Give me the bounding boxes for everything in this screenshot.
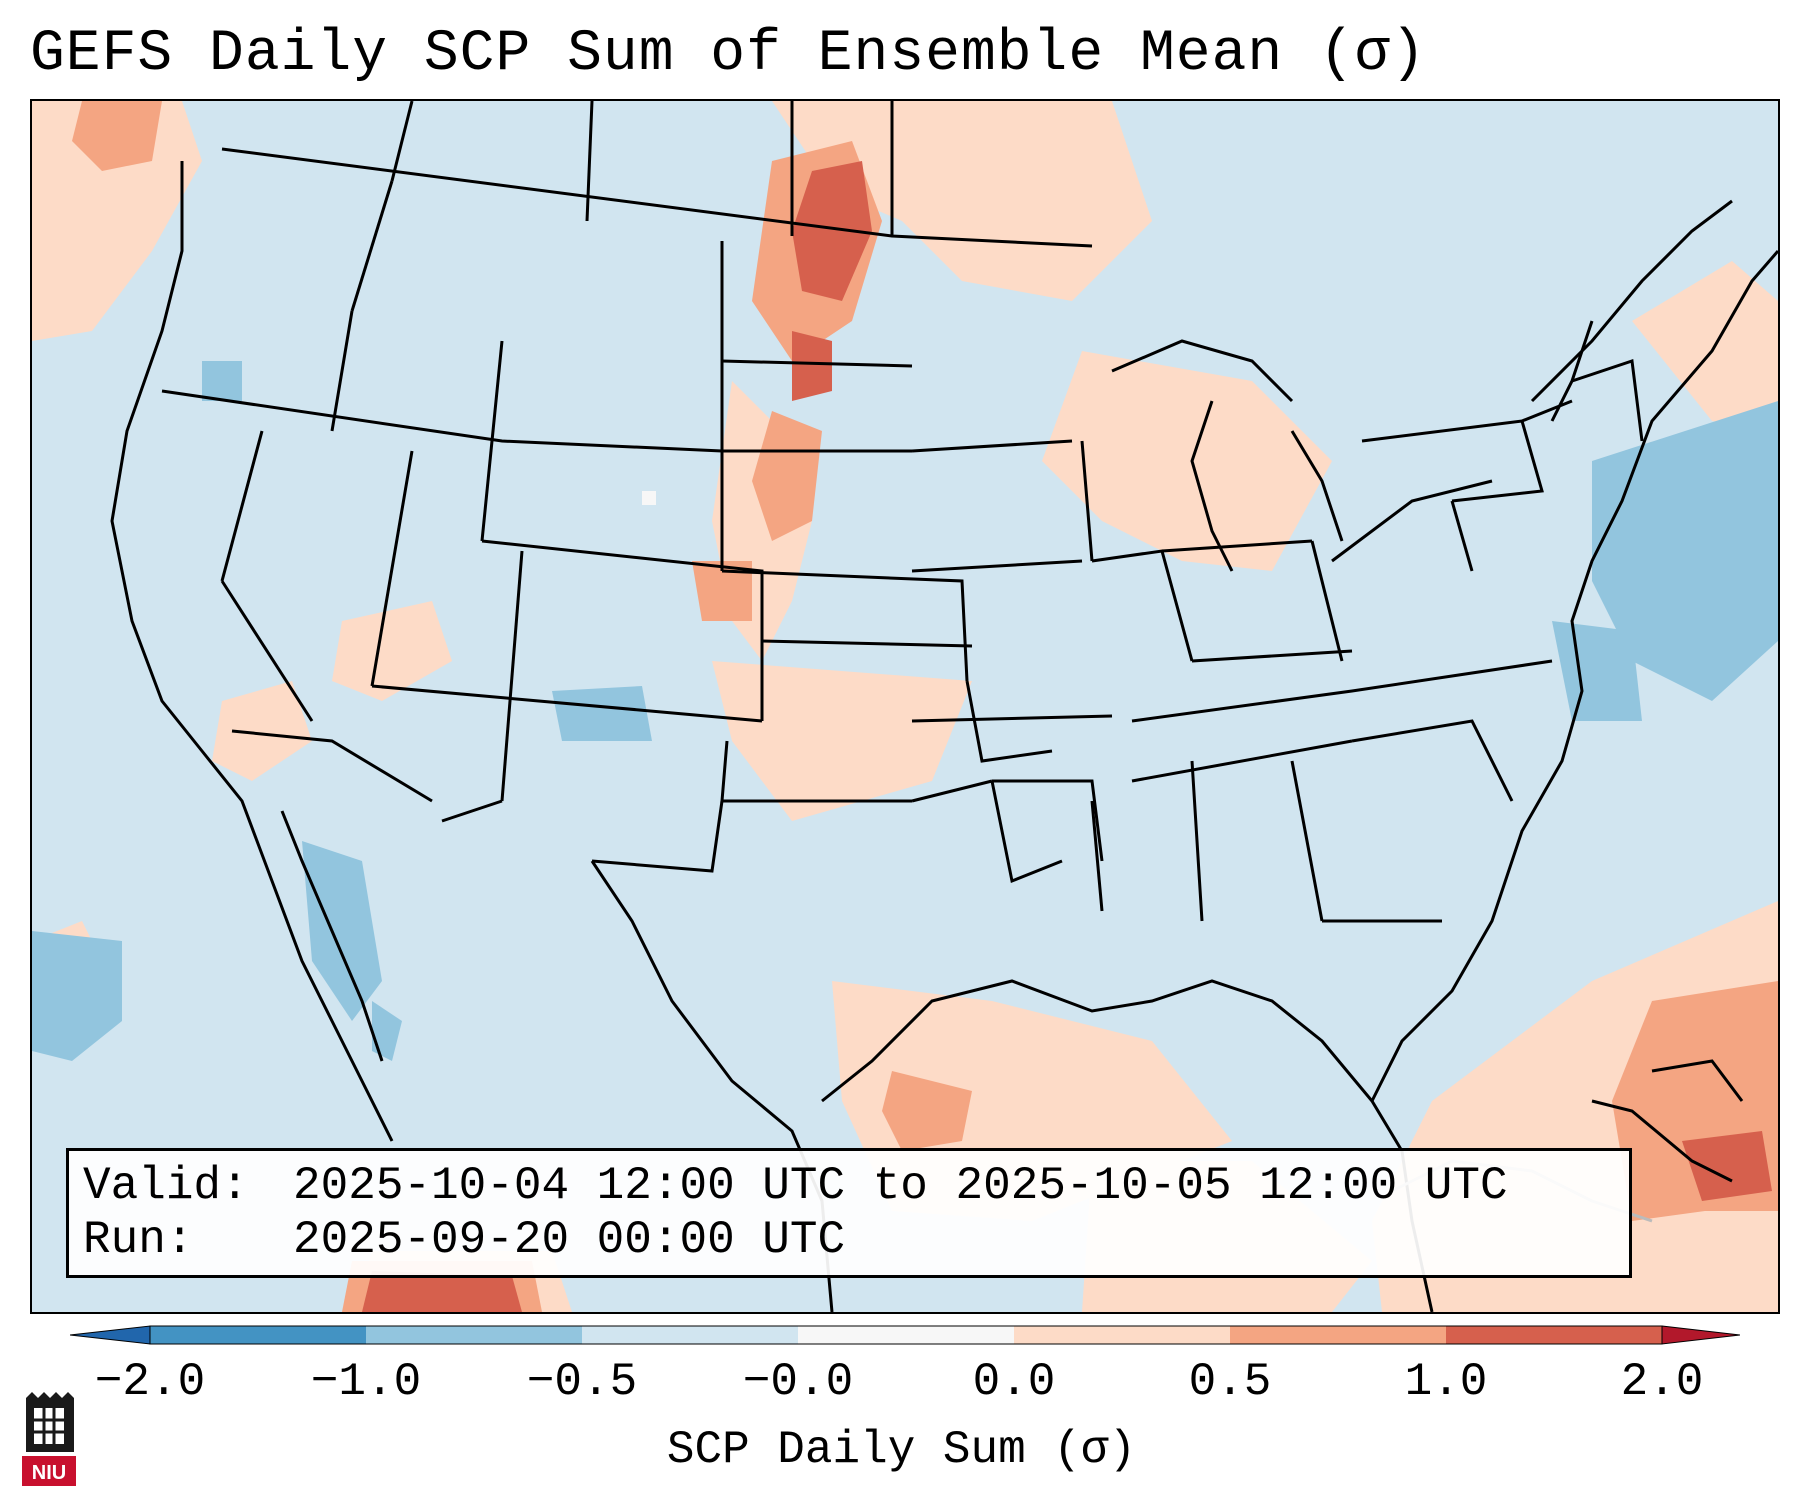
- negative-anomaly: [32, 361, 1778, 1061]
- colorbar-ticks: −2.0 −1.0 −0.5 −0.0 0.0 0.5 1.0 2.0: [0, 1356, 1803, 1416]
- tick-label: 0.5: [1188, 1356, 1272, 1408]
- tick-label: 0.0: [972, 1356, 1056, 1408]
- run-line: Run: 2025-09-20 00:00 UTC: [83, 1213, 1615, 1267]
- map-canvas: [32, 101, 1778, 1312]
- tick-label: −0.0: [742, 1356, 854, 1408]
- neutral-cell: [642, 491, 656, 505]
- map-panel: [30, 99, 1780, 1314]
- tick-label: 2.0: [1620, 1356, 1704, 1408]
- colorbar-segment: [582, 1326, 798, 1344]
- tick-label: −0.5: [526, 1356, 638, 1408]
- niu-logo-icon: NIU: [22, 1392, 76, 1486]
- colorbar-label: SCP Daily Sum (σ): [666, 1424, 1137, 1476]
- colorbar-segment: [1230, 1326, 1446, 1344]
- run-value: 2025-09-20 00:00 UTC: [293, 1214, 846, 1266]
- colorbar-extend-high: [1661, 1325, 1740, 1345]
- colorbar-segment: [1446, 1326, 1662, 1344]
- valid-line: Valid: 2025-10-04 12:00 UTC to 2025-10-05…: [83, 1159, 1615, 1213]
- valid-label: Valid:: [83, 1160, 249, 1212]
- run-label: Run:: [83, 1214, 194, 1266]
- colorbar: [70, 1325, 1740, 1345]
- colorbar-segment: [798, 1326, 1014, 1344]
- valid-value: 2025-10-04 12:00 UTC to 2025-10-05 12:00…: [293, 1160, 1508, 1212]
- tick-label: −1.0: [310, 1356, 422, 1408]
- colorbar-segment: [150, 1326, 366, 1344]
- colorbar-segment: [366, 1326, 582, 1344]
- positive-anomaly-strong: [362, 161, 1772, 1312]
- colorbar-extend-low: [70, 1325, 151, 1345]
- logo-text: NIU: [32, 1462, 66, 1484]
- chart-title: GEFS Daily SCP Sum of Ensemble Mean (σ): [30, 22, 1427, 87]
- valid-run-box: Valid: 2025-10-04 12:00 UTC to 2025-10-05…: [66, 1148, 1632, 1278]
- boundaries: [161, 101, 1644, 923]
- tick-label: −2.0: [94, 1356, 206, 1408]
- colorbar-segment: [1014, 1326, 1230, 1344]
- tick-label: 1.0: [1404, 1356, 1488, 1408]
